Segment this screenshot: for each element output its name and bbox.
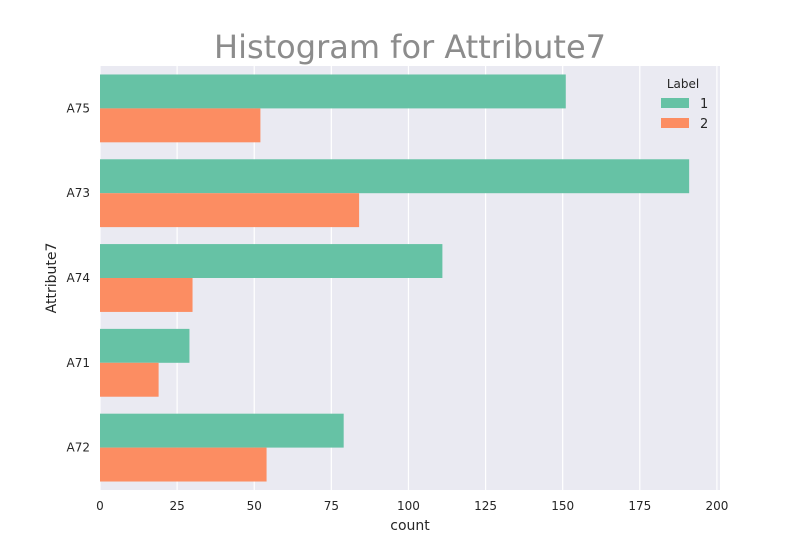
legend-title: Label xyxy=(667,77,699,91)
x-tick-label: 0 xyxy=(96,499,104,513)
bar-A74-label-2 xyxy=(100,278,193,312)
bar-A72-label-1 xyxy=(100,413,344,448)
x-tick-label: 175 xyxy=(628,499,651,513)
chart-title: Histogram for Attribute7 xyxy=(214,28,606,66)
bar-A74-label-1 xyxy=(100,244,443,278)
bar-A75-label-2 xyxy=(100,108,261,143)
bar-A75-label-1 xyxy=(100,74,566,109)
bar-A73-label-2 xyxy=(100,193,360,228)
x-tick-label: 25 xyxy=(169,499,184,513)
x-tick-label: 200 xyxy=(705,499,728,513)
legend-swatch-1 xyxy=(661,98,689,108)
bar-A71-label-1 xyxy=(100,328,190,363)
bars xyxy=(100,74,690,482)
x-axis-label: count xyxy=(390,518,430,534)
bar-A71-label-2 xyxy=(100,362,159,397)
x-axis-ticks: 0 25 50 75 100 125 150 175 200 xyxy=(96,499,728,513)
legend-entry-2: 2 xyxy=(700,117,708,132)
bar-A73-label-1 xyxy=(100,159,690,194)
x-tick-label: 50 xyxy=(247,499,262,513)
y-tick-label: A74 xyxy=(67,271,90,285)
legend: Label 1 2 xyxy=(661,77,708,132)
y-axis-label: Attribute7 xyxy=(44,243,60,314)
y-tick-label: A75 xyxy=(67,101,90,115)
y-tick-label: A73 xyxy=(67,186,90,200)
legend-swatch-2 xyxy=(661,118,689,128)
x-tick-label: 150 xyxy=(551,499,574,513)
y-tick-label: A71 xyxy=(67,356,90,370)
x-tick-label: 75 xyxy=(324,499,339,513)
y-axis-ticks: A75 A73 A74 A71 A72 xyxy=(67,101,90,454)
y-tick-label: A72 xyxy=(67,441,90,455)
x-tick-label: 125 xyxy=(474,499,497,513)
legend-entry-1: 1 xyxy=(700,97,708,112)
bar-A72-label-2 xyxy=(100,447,267,482)
x-tick-label: 100 xyxy=(397,499,420,513)
